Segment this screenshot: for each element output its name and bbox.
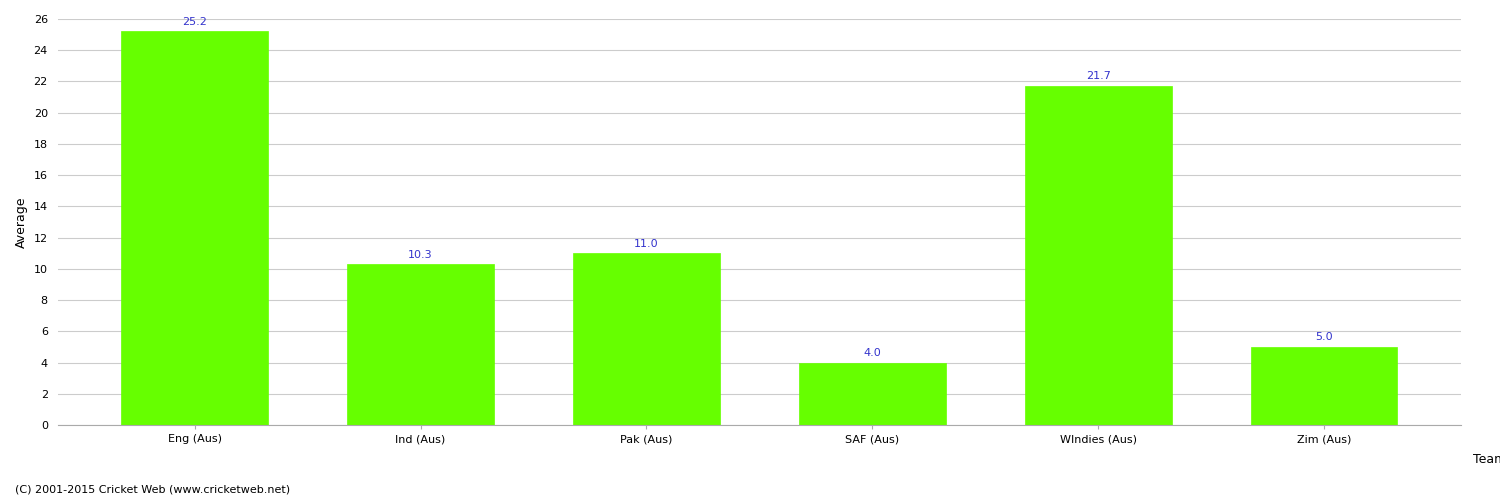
X-axis label: Team: Team (1473, 454, 1500, 466)
Bar (1024, 86, 1172, 425)
Text: 4.0: 4.0 (864, 348, 880, 358)
Bar (346, 264, 494, 425)
Bar (1251, 347, 1398, 425)
Bar (122, 32, 268, 425)
Bar (573, 254, 720, 425)
Bar (800, 362, 945, 425)
Text: 10.3: 10.3 (408, 250, 434, 260)
Text: 5.0: 5.0 (1316, 332, 1334, 342)
Text: 21.7: 21.7 (1086, 72, 1110, 82)
Text: (C) 2001-2015 Cricket Web (www.cricketweb.net): (C) 2001-2015 Cricket Web (www.cricketwe… (15, 485, 290, 495)
Text: 25.2: 25.2 (183, 17, 207, 27)
Y-axis label: Average: Average (15, 196, 28, 248)
Text: 11.0: 11.0 (634, 238, 658, 248)
